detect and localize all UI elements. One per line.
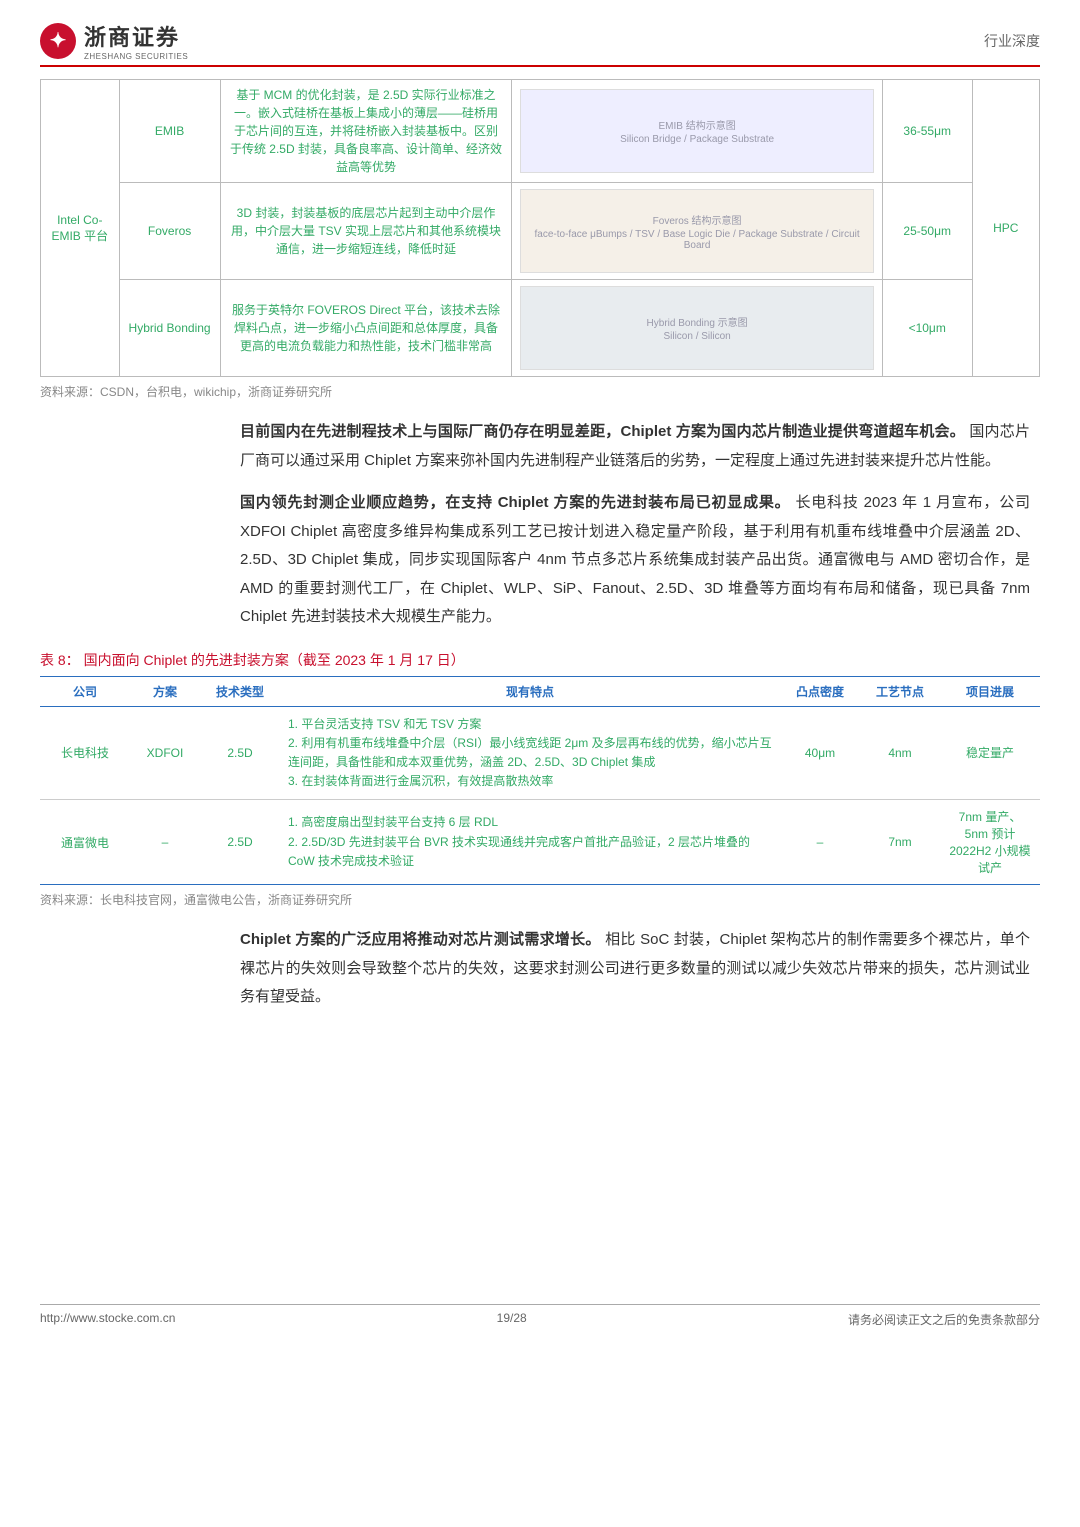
para-3-bold: Chiplet 方案的广泛应用将推动对芯片测试需求增长。: [240, 931, 601, 948]
para-3: Chiplet 方案的广泛应用将推动对芯片测试需求增长。 相比 SoC 封装，C…: [240, 926, 1030, 1012]
fig-label: Hybrid Bonding 示意图: [647, 314, 748, 329]
th-progress: 项目进展: [940, 676, 1040, 706]
tech-cell: Foveros: [119, 183, 220, 280]
platform-cell: Intel Co-EMIB 平台: [41, 80, 120, 377]
scheme-cell: –: [130, 800, 200, 885]
desc-cell: 3D 封装，封装基板的底层芯片起到主动中介层作用，中介层大量 TSV 实现上层芯…: [220, 183, 512, 280]
features-cell: 1. 平台灵活支持 TSV 和无 TSV 方案 2. 利用有机重布线堆叠中介层（…: [280, 706, 780, 800]
para-2-rest: 长电科技 2023 年 1 月宣布，公司 XDFOI Chiplet 高密度多维…: [240, 494, 1030, 625]
emib-figure: EMIB 结构示意图 Silicon Bridge / Package Subs…: [520, 89, 873, 173]
para-2-bold: 国内领先封测企业顺应趋势，在支持 Chiplet 方案的先进封装布局已初显成果。: [240, 494, 790, 511]
table2-source: 资料来源：长电科技官网，通富微电公告，浙商证券研究所: [40, 891, 1040, 908]
fig-label: EMIB 结构示意图: [658, 117, 735, 132]
company-cell: 长电科技: [40, 706, 130, 800]
techtype-cell: 2.5D: [200, 706, 280, 800]
pitch-cell: 25-50μm: [882, 183, 972, 280]
desc-cell: 基于 MCM 的优化封装，是 2.5D 实际行业标准之一。嵌入式硅桥在基板上集成…: [220, 80, 512, 183]
pitch-cell: 40μm: [780, 706, 860, 800]
fig-sub: Silicon Bridge / Package Substrate: [620, 134, 774, 145]
para-2: 国内领先封测企业顺应趋势，在支持 Chiplet 方案的先进封装布局已初显成果。…: [240, 489, 1030, 632]
th-techtype: 技术类型: [200, 676, 280, 706]
scheme-cell: XDFOI: [130, 706, 200, 800]
page-header: ✦ 浙商证券 ZHESHANG SECURITIES 行业深度: [40, 20, 1040, 67]
spacer: [40, 1026, 1040, 1306]
table-row: 长电科技 XDFOI 2.5D 1. 平台灵活支持 TSV 和无 TSV 方案 …: [40, 706, 1040, 800]
techtype-cell: 2.5D: [200, 800, 280, 885]
table-row: 通富微电 – 2.5D 1. 高密度扇出型封装平台支持 6 层 RDL 2. 2…: [40, 800, 1040, 885]
pitch-cell: <10μm: [882, 280, 972, 377]
th-node: 工艺节点: [860, 676, 940, 706]
hybrid-bonding-figure: Hybrid Bonding 示意图 Silicon / Silicon: [520, 286, 873, 370]
progress-cell: 7nm 量产、5nm 预计 2022H2 小规模试产: [940, 800, 1040, 885]
pitch-cell: 36-55μm: [882, 80, 972, 183]
domestic-chiplet-table: 公司 方案 技术类型 现有特点 凸点密度 工艺节点 项目进展 长电科技 XDFO…: [40, 676, 1040, 886]
figure-cell: Hybrid Bonding 示意图 Silicon / Silicon: [512, 280, 882, 377]
table-row: Foveros 3D 封装，封装基板的底层芯片起到主动中介层作用，中介层大量 T…: [41, 183, 1040, 280]
table-header-row: 公司 方案 技术类型 现有特点 凸点密度 工艺节点 项目进展: [40, 676, 1040, 706]
logo-block: ✦ 浙商证券 ZHESHANG SECURITIES: [40, 20, 188, 61]
foveros-figure: Foveros 结构示意图 face-to-face μBumps / TSV …: [520, 189, 873, 273]
app-cell: HPC: [972, 80, 1039, 377]
th-features: 现有特点: [280, 676, 780, 706]
features-cell: 1. 高密度扇出型封装平台支持 6 层 RDL 2. 2.5D/3D 先进封装平…: [280, 800, 780, 885]
tech-cell: Hybrid Bonding: [119, 280, 220, 377]
logo-text: 浙商证券 ZHESHANG SECURITIES: [84, 20, 188, 61]
table-row: Hybrid Bonding 服务于英特尔 FOVEROS Direct 平台，…: [41, 280, 1040, 377]
progress-cell: 稳定量产: [940, 706, 1040, 800]
footer-disclaimer: 请务必阅读正文之后的免责条款部分: [848, 1311, 1040, 1328]
tech-cell: EMIB: [119, 80, 220, 183]
pitch-cell: –: [780, 800, 860, 885]
desc-cell: 服务于英特尔 FOVEROS Direct 平台，该技术去除焊料凸点，进一步缩小…: [220, 280, 512, 377]
fig-sub: face-to-face μBumps / TSV / Base Logic D…: [521, 229, 872, 251]
table-row: Intel Co-EMIB 平台 EMIB 基于 MCM 的优化封装，是 2.5…: [41, 80, 1040, 183]
table2-title: 表 8： 国内面向 Chiplet 的先进封装方案（截至 2023 年 1 月 …: [40, 650, 1040, 670]
th-pitch: 凸点密度: [780, 676, 860, 706]
para-1-bold: 目前国内在先进制程技术上与国际厂商仍存在明显差距，Chiplet 方案为国内芯片…: [240, 423, 965, 440]
logo-cn: 浙商证券: [84, 20, 188, 52]
figure-cell: Foveros 结构示意图 face-to-face μBumps / TSV …: [512, 183, 882, 280]
node-cell: 4nm: [860, 706, 940, 800]
intel-packaging-table: Intel Co-EMIB 平台 EMIB 基于 MCM 的优化封装，是 2.5…: [40, 79, 1040, 377]
fig-sub: Silicon / Silicon: [663, 331, 730, 342]
th-company: 公司: [40, 676, 130, 706]
figure-cell: EMIB 结构示意图 Silicon Bridge / Package Subs…: [512, 80, 882, 183]
th-scheme: 方案: [130, 676, 200, 706]
logo-en: ZHESHANG SECURITIES: [84, 52, 188, 61]
doc-type: 行业深度: [984, 31, 1040, 51]
para-1: 目前国内在先进制程技术上与国际厂商仍存在明显差距，Chiplet 方案为国内芯片…: [240, 418, 1030, 475]
page-footer: http://www.stocke.com.cn 19/28 请务必阅读正文之后…: [40, 1304, 1040, 1328]
fig-label: Foveros 结构示意图: [653, 212, 742, 227]
table1-source: 资料来源：CSDN，台积电，wikichip，浙商证券研究所: [40, 383, 1040, 400]
logo-icon: ✦: [40, 23, 76, 59]
footer-url: http://www.stocke.com.cn: [40, 1311, 175, 1328]
node-cell: 7nm: [860, 800, 940, 885]
company-cell: 通富微电: [40, 800, 130, 885]
footer-page: 19/28: [497, 1311, 527, 1328]
